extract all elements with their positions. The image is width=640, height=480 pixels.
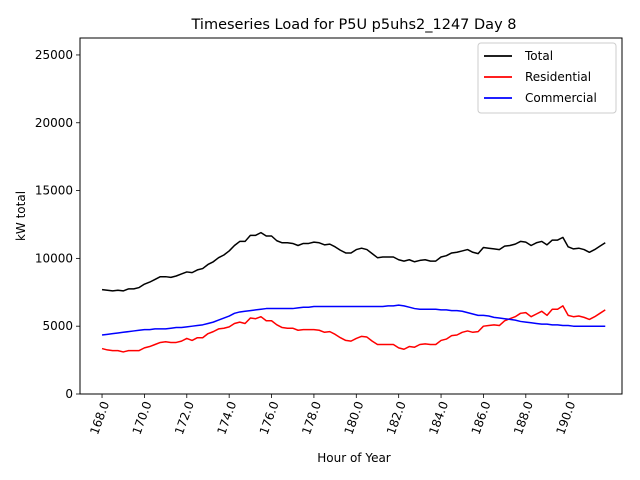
plot-frame <box>79 37 623 395</box>
plot-lines <box>101 231 606 353</box>
y-tick-label: 25000 <box>35 48 73 62</box>
x-axis-label: Hour of Year <box>317 451 391 465</box>
legend-label-total: Total <box>524 49 553 63</box>
y-axis-label: kW total <box>14 191 28 241</box>
y-axis: 0 5000 10000 15000 20000 25000 <box>35 48 80 401</box>
legend: Total Residential Commercial <box>477 42 617 114</box>
y-tick-label: 0 <box>65 387 73 401</box>
legend-label-commercial: Commercial <box>525 91 597 105</box>
series-line-residential <box>101 305 606 353</box>
y-tick-label: 20000 <box>35 116 73 130</box>
chart-title: Timeseries Load for P5U p5uhs2_1247 Day … <box>191 17 517 33</box>
legend-label-residential: Residential <box>525 70 591 84</box>
legend-box <box>477 42 617 114</box>
series-line-total <box>101 231 606 292</box>
y-tick-label: 10000 <box>35 251 73 265</box>
y-tick-label: 15000 <box>35 184 73 198</box>
series-line-commercial <box>101 304 606 336</box>
y-tick-label: 5000 <box>42 319 73 333</box>
